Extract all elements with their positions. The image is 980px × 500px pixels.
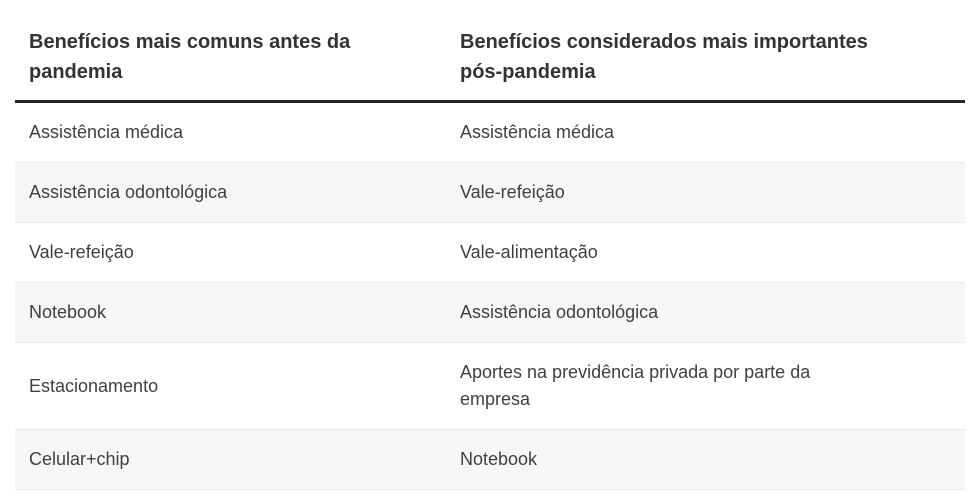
cell-after: Assistência odontológica bbox=[446, 282, 965, 343]
table-row: Notebook Assistência odontológica bbox=[15, 282, 965, 343]
cell-before: Estacionamento bbox=[15, 342, 446, 430]
cell-before: Assistência médica bbox=[15, 101, 446, 163]
cell-before: Celular+chip bbox=[15, 429, 446, 490]
cell-before: Assistência odontológica bbox=[15, 162, 446, 223]
column-header-after-pandemic: Benefícios considerados mais importantes… bbox=[446, 25, 965, 103]
cell-before: Notebook bbox=[15, 282, 446, 343]
table-header: Benefícios mais comuns antes da pandemia… bbox=[15, 25, 965, 103]
header-row: Benefícios mais comuns antes da pandemia… bbox=[15, 25, 965, 103]
cell-before: Vale-refeição bbox=[15, 222, 446, 283]
cell-after: Vale-alimentação bbox=[446, 222, 965, 283]
benefits-table: Benefícios mais comuns antes da pandemia… bbox=[15, 25, 965, 490]
cell-after: Notebook bbox=[446, 429, 965, 490]
table-row: Assistência médica Assistência médica bbox=[15, 101, 965, 163]
table-body: Assistência médica Assistência médica As… bbox=[15, 101, 965, 490]
cell-after: Aportes na previdência privada por parte… bbox=[446, 342, 965, 430]
cell-after: Assistência médica bbox=[446, 101, 965, 163]
table-row: Estacionamento Aportes na previdência pr… bbox=[15, 342, 965, 430]
table-row: Assistência odontológica Vale-refeição bbox=[15, 162, 965, 223]
column-header-before-pandemic: Benefícios mais comuns antes da pandemia bbox=[15, 25, 446, 103]
cell-after: Vale-refeição bbox=[446, 162, 965, 223]
table-row: Celular+chip Notebook bbox=[15, 429, 965, 490]
table-row: Vale-refeição Vale-alimentação bbox=[15, 222, 965, 283]
